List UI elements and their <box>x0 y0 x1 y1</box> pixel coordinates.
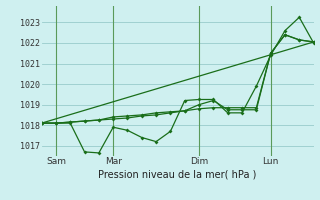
X-axis label: Pression niveau de la mer( hPa ): Pression niveau de la mer( hPa ) <box>99 169 257 179</box>
